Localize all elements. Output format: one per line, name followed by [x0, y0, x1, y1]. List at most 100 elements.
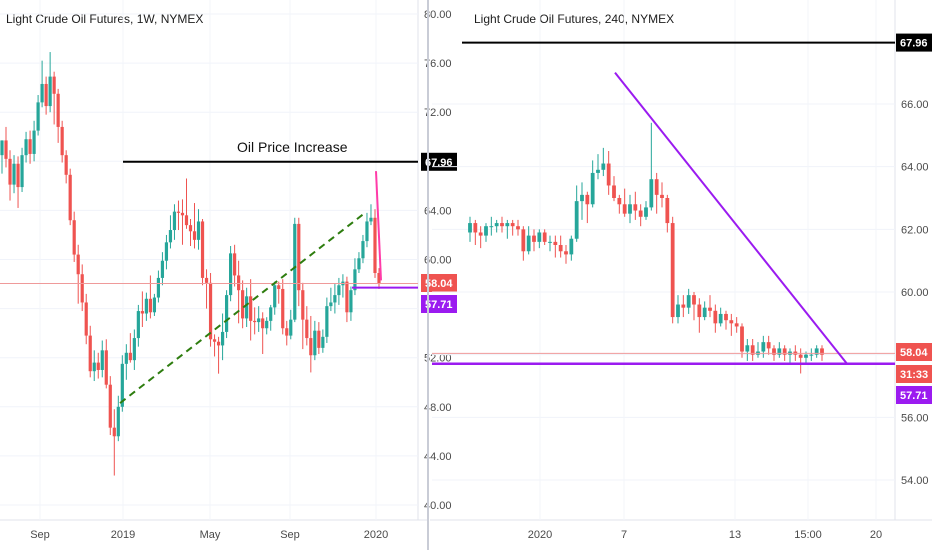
candle-body	[16, 163, 20, 188]
candle-body	[681, 304, 686, 308]
candle-body	[148, 298, 152, 313]
candle-body	[676, 304, 680, 318]
candle-body	[104, 350, 108, 385]
candle-body	[257, 318, 261, 323]
candle-body	[156, 277, 161, 298]
weekly-x-tick: Sep	[30, 529, 50, 541]
candle-body	[670, 223, 675, 318]
descending-trendline	[614, 72, 848, 365]
candle-body	[740, 326, 744, 352]
weekly-chart-pane[interactable]: Light Crude Oil Futures, 1W, NYMEX Oil P…	[0, 0, 457, 550]
candle-body	[180, 212, 185, 216]
candle-body	[92, 362, 96, 372]
candle-body	[708, 307, 712, 311]
candle-body	[64, 155, 68, 175]
rising-trendline	[119, 212, 366, 404]
candle-body	[537, 232, 542, 242]
candle-body	[580, 194, 584, 202]
h4-y-tick: 60.00	[901, 287, 929, 299]
candle-body	[633, 204, 638, 211]
candle-body	[494, 223, 499, 227]
h4-y-tick: 62.00	[901, 224, 929, 236]
price-label-bg	[896, 386, 932, 404]
candle-body	[184, 215, 189, 226]
h4-time-axis[interactable]: 2020 7 13 15:00 20	[528, 529, 882, 541]
candle-body	[176, 211, 181, 213]
weekly-x-tick: 2019	[111, 529, 135, 541]
candle-body	[569, 238, 574, 255]
candle-body	[357, 258, 361, 270]
candle-body	[548, 241, 552, 243]
candle-body	[606, 163, 611, 186]
candle-body	[100, 350, 104, 370]
oil-price-increase-annotation[interactable]: Oil Price Increase	[237, 139, 348, 155]
candle-body	[140, 311, 144, 314]
candle-body	[136, 311, 140, 339]
candle-body	[285, 328, 289, 336]
candle-body	[505, 223, 510, 227]
candle-body	[277, 285, 281, 289]
candle-body	[585, 194, 590, 205]
candle-body	[761, 342, 766, 352]
candle-body	[484, 226, 488, 236]
candle-body	[798, 354, 803, 358]
candle-body	[305, 319, 309, 339]
candle-body	[321, 336, 325, 348]
candle-body	[325, 306, 329, 337]
candle-body	[766, 342, 771, 349]
price-label-bg	[896, 33, 932, 52]
price-label-text: 58.04	[900, 347, 928, 359]
candle-body	[168, 230, 173, 243]
candle-body	[56, 93, 60, 127]
weekly-plot-bg	[0, 0, 428, 550]
candle-body	[313, 330, 317, 356]
candle-body	[124, 352, 128, 364]
candle-body	[654, 179, 659, 195]
candle-body	[212, 339, 217, 342]
price-label-bg	[896, 343, 932, 361]
weekly-drawings[interactable]	[0, 160, 418, 404]
candle-body	[564, 251, 568, 255]
candle-body	[804, 354, 808, 358]
candle-body	[237, 275, 241, 291]
h4-price-axis[interactable]: 66.0064.0062.0060.0058.0056.0054.0067.96…	[896, 33, 932, 487]
candle-body	[8, 158, 12, 185]
price-label-text: 67.96	[900, 38, 928, 50]
candle-body	[120, 363, 124, 407]
candle-body	[729, 320, 734, 324]
candle-body	[72, 220, 76, 255]
candle-body	[60, 126, 64, 156]
price-label: 67.96	[896, 33, 932, 52]
h4-drawings[interactable]	[432, 41, 895, 366]
price-label: 58.04	[421, 274, 457, 292]
candle-body	[365, 221, 369, 242]
candle-body	[333, 295, 337, 303]
candle-body	[144, 298, 148, 314]
candle-body	[152, 297, 157, 313]
h4-grid	[432, 0, 895, 520]
candle-body	[172, 211, 177, 231]
candle-body	[612, 185, 616, 198]
candle-body	[216, 341, 221, 346]
countdown-bg	[896, 365, 932, 383]
h4-x-tick: 15:00	[794, 529, 822, 541]
candle-body	[574, 201, 579, 239]
candle-body	[553, 241, 558, 245]
h4-x-tick: 7	[621, 529, 627, 541]
candle-body	[596, 169, 600, 173]
candle-body	[265, 320, 269, 329]
candle-body	[772, 348, 776, 355]
h4-chart-pane[interactable]: Light Crude Oil Futures, 240, NYMEX 66.0…	[430, 0, 932, 541]
candle-body	[269, 307, 273, 321]
weekly-y-tick: 48.00	[424, 402, 452, 414]
candle-body	[478, 232, 483, 236]
candle-body	[500, 223, 504, 227]
weekly-x-tick: May	[200, 529, 221, 541]
weekly-y-tick: 72.00	[424, 107, 452, 119]
candle-body	[697, 304, 702, 318]
candle-body	[24, 139, 28, 156]
weekly-x-tick: 2020	[364, 529, 388, 541]
candle-body	[473, 223, 478, 233]
weekly-time-axis[interactable]: Sep 2019 May Sep 2020	[30, 529, 388, 541]
